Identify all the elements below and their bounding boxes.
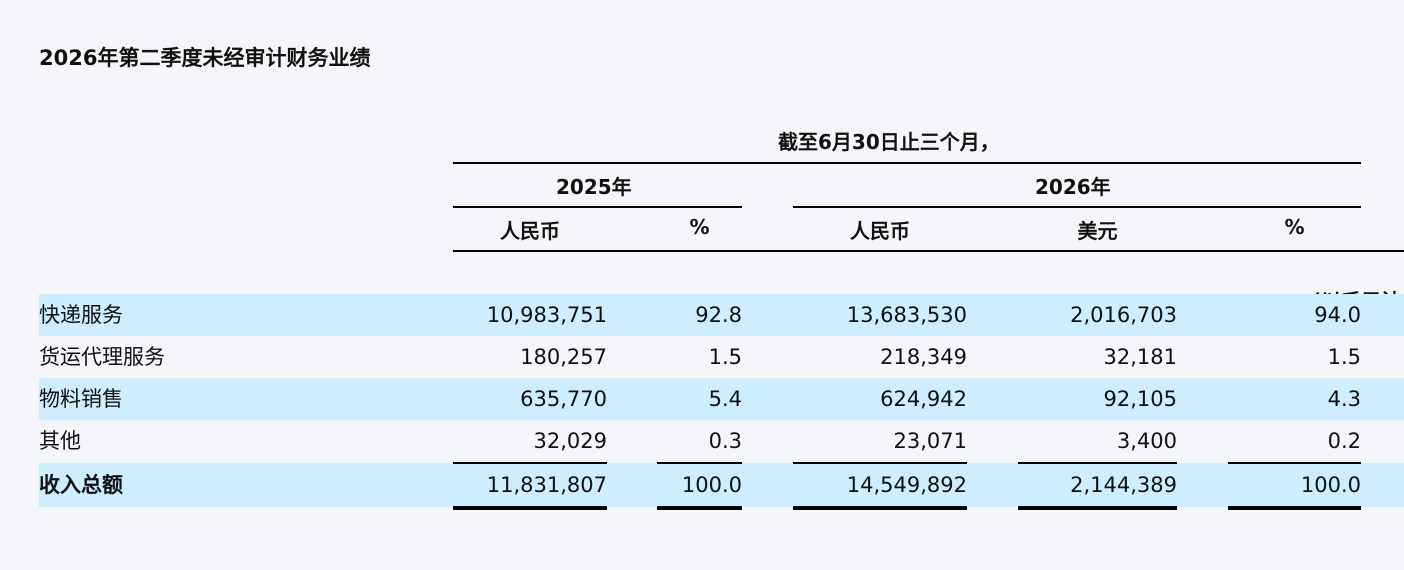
cell-rmb-2026: 23,071 [893,429,967,453]
subtotal-rule [657,462,742,464]
cell-usd-2026: 92,105 [1103,387,1177,411]
year-2025-header: 2025年 [556,175,632,199]
total-underline [657,506,742,510]
cell-usd-2026: 3,400 [1116,429,1177,453]
cell-pct-2026: 1.5 [1327,345,1361,369]
total-label: 收入总额 [39,473,123,497]
col-header-pct-2026: % [1284,215,1305,239]
row-label: 物料销售 [39,387,123,411]
cell-rmb-2026: 13,683,530 [846,303,967,327]
subtotal-rule [793,462,967,464]
cell-rmb-2026: 218,349 [880,345,967,369]
row-band [39,463,1404,507]
subtotal-rule [1018,462,1177,464]
period-header: 截至6月30日止三个月， [778,130,1000,154]
total-pct-2025: 100.0 [681,473,742,497]
cell-pct-2025: 92.8 [695,303,742,327]
total-rmb-2025: 11,831,807 [486,473,607,497]
subtotal-rule [1228,462,1361,464]
year-2026-rule [793,206,1361,208]
total-underline [1018,506,1177,510]
row-label: 快递服务 [39,303,123,327]
cell-usd-2026: 32,181 [1103,345,1177,369]
header-bottom-rule [453,250,1404,252]
total-underline [793,506,967,510]
total-underline [453,506,607,510]
year-2026-header: 2026年 [1035,175,1111,199]
cell-rmb-2025: 180,257 [520,345,607,369]
col-header-rmb-2025: 人民币 [500,219,560,243]
cell-pct-2026: 94.0 [1314,303,1361,327]
row-label: 其他 [39,429,81,453]
period-rule [453,162,1361,164]
year-2025-rule [453,206,742,208]
total-rmb-2026: 14,549,892 [846,473,967,497]
cell-pct-2025: 1.5 [708,345,742,369]
col-header-pct-2025: % [689,215,710,239]
cell-rmb-2025: 32,029 [533,429,607,453]
cell-pct-2026: 0.2 [1327,429,1361,453]
total-underline [1228,506,1361,510]
subtotal-rule [453,462,607,464]
total-usd-2026: 2,144,389 [1070,473,1177,497]
col-header-rmb-2026: 人民币 [850,219,910,243]
row-band [39,378,1404,420]
cell-rmb-2025: 10,983,751 [486,303,607,327]
cell-pct-2026: 4.3 [1327,387,1361,411]
total-pct-2026: 100.0 [1300,473,1361,497]
cell-pct-2025: 0.3 [708,429,742,453]
row-label: 货运代理服务 [39,345,165,369]
cell-usd-2026: 2,016,703 [1070,303,1177,327]
cell-pct-2025: 5.4 [708,387,742,411]
cell-rmb-2026: 624,942 [880,387,967,411]
cell-rmb-2025: 635,770 [520,387,607,411]
row-band [39,294,1404,336]
col-header-usd-2026: 美元 [1077,219,1118,243]
page-title: 2026年第二季度未经审计财务业绩 [39,46,371,70]
